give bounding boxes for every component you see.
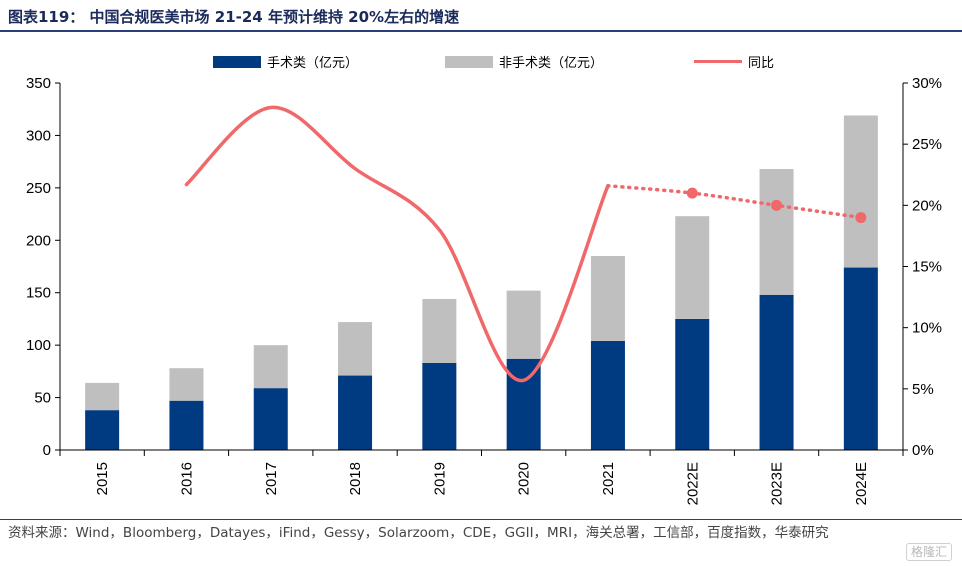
bar-surgical-2022E xyxy=(675,318,710,450)
bar-non-surgical-2019 xyxy=(422,299,457,363)
bar-surgical-2020 xyxy=(506,358,541,450)
bar-surgical-2018 xyxy=(338,375,373,450)
x-tick-label: 2017 xyxy=(263,462,280,495)
legend-label-surgical: 手术类（亿元） xyxy=(267,56,359,71)
x-tick-label: 2020 xyxy=(516,462,533,495)
y-right-tick-label: 10% xyxy=(912,320,942,337)
bar-non-surgical-2023E xyxy=(759,168,794,295)
y-left-tick-label: 200 xyxy=(26,232,51,249)
legend-item-yoy: 同比 xyxy=(694,52,774,71)
y-right-tick-label: 25% xyxy=(912,136,942,153)
yoy-forecast-point-2024E xyxy=(855,212,867,224)
legend-label-yoy: 同比 xyxy=(748,56,775,71)
x-tick-label: 2015 xyxy=(94,462,111,495)
yoy-line-group xyxy=(184,105,867,383)
bar-surgical-2017 xyxy=(253,388,288,450)
x-tick-label: 2018 xyxy=(347,462,364,495)
chart-title: 图表119： 中国合规医美市场 21-24 年预计维持 20%左右的增速 xyxy=(8,8,460,26)
yoy-forecast-point-2023E xyxy=(771,199,783,211)
y-left-tick-label: 50 xyxy=(34,390,51,407)
bar-surgical-2016 xyxy=(169,400,204,450)
y-left-tick-label: 100 xyxy=(26,337,51,354)
bar-surgical-2023E xyxy=(759,294,794,450)
bar-non-surgical-2017 xyxy=(253,345,288,389)
y-left-tick-label: 300 xyxy=(26,127,51,144)
y-left-tick-label: 0 xyxy=(43,442,51,459)
x-tick-label: 2024E xyxy=(853,462,870,505)
bar-group xyxy=(85,115,878,450)
bar-surgical-2021 xyxy=(590,340,625,450)
yoy-line-forecast xyxy=(606,184,863,220)
bar-surgical-2019 xyxy=(422,362,457,450)
axes-group xyxy=(55,82,908,456)
legend: 手术类（亿元） 非手术类（亿元） 同比 xyxy=(0,52,962,72)
bar-surgical-2015 xyxy=(85,410,120,450)
bar-non-surgical-2021 xyxy=(590,256,625,341)
bar-surgical-2024E xyxy=(843,267,878,450)
legend-label-non-surgical: 非手术类（亿元） xyxy=(499,56,604,71)
y-left-tick-label: 250 xyxy=(26,180,51,197)
title-divider xyxy=(0,30,962,32)
y-right-tick-label: 20% xyxy=(912,197,942,214)
watermark: 格隆汇 xyxy=(905,543,952,561)
bar-non-surgical-2024E xyxy=(843,115,878,268)
source-divider xyxy=(0,519,962,520)
yoy-forecast-point-2022E xyxy=(686,187,698,199)
y-right-tick-label: 15% xyxy=(912,259,942,276)
yoy-line-actual xyxy=(184,105,610,383)
y-right-tick-label: 30% xyxy=(912,75,942,92)
y-left-tick-label: 350 xyxy=(26,75,51,92)
x-tick-label: 2016 xyxy=(178,462,195,495)
x-tick-label: 2019 xyxy=(431,462,448,495)
bar-non-surgical-2018 xyxy=(338,322,373,376)
source-note: 资料来源：Wind，Bloomberg，Datayes，iFind，Gessy，… xyxy=(8,525,829,541)
legend-swatch-surgical xyxy=(213,55,261,68)
x-tick-label: 2021 xyxy=(600,462,617,495)
y-left-tick-label: 150 xyxy=(26,285,51,302)
bar-non-surgical-2015 xyxy=(85,382,120,411)
bar-non-surgical-2022E xyxy=(675,216,710,319)
legend-swatch-yoy xyxy=(694,60,742,63)
y-right-tick-label: 0% xyxy=(912,442,934,459)
legend-swatch-non-surgical xyxy=(445,55,493,68)
y-right-tick-label: 5% xyxy=(912,381,934,398)
bar-non-surgical-2020 xyxy=(506,290,541,359)
tick-labels-group: 0 50 100 150 200 250 300 350 0% 5% 10% 15% 20% 25% 30%… xyxy=(26,75,942,505)
bar-non-surgical-2016 xyxy=(169,368,204,401)
legend-item-surgical: 手术类（亿元） xyxy=(213,52,358,71)
x-tick-label: 2023E xyxy=(769,462,786,505)
x-tick-label: 2022E xyxy=(684,462,701,505)
legend-item-non-surgical: 非手术类（亿元） xyxy=(445,52,603,71)
